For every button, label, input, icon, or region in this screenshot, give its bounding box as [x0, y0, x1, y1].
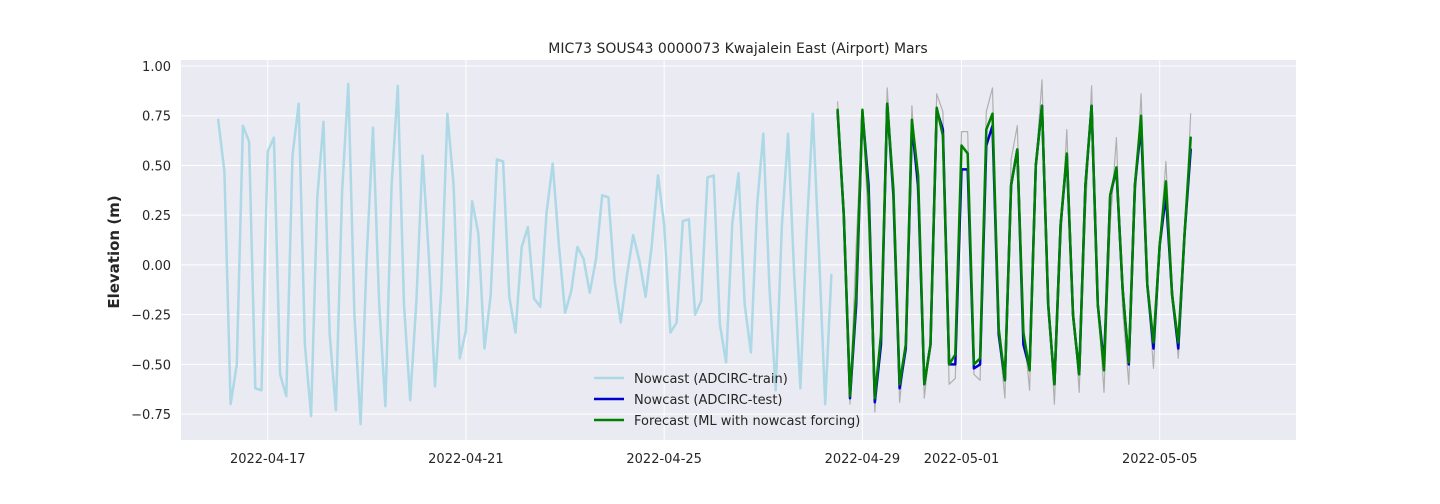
y-tick-label: 0.25 — [142, 209, 171, 224]
x-tick-label: 2022-04-21 — [428, 452, 504, 467]
legend: Nowcast (ADCIRC-train) Nowcast (ADCIRC-te… — [594, 372, 860, 429]
chart-title: MIC73 SOUS43 0000073 Kwajalein East (Air… — [548, 41, 927, 57]
y-tick-label: −0.75 — [131, 408, 171, 423]
grid — [181, 60, 1296, 440]
y-tick-label: 1.00 — [142, 60, 171, 75]
y-tick-label: 0.75 — [142, 110, 171, 125]
x-tick-label: 2022-04-17 — [230, 452, 306, 467]
y-tick-label: −0.25 — [131, 309, 171, 324]
x-tick-label: 2022-04-29 — [825, 452, 901, 467]
y-axis-ticks: 1.00 0.75 0.50 0.25 0.00 −0.25 −0.50 −0.75 — [131, 60, 171, 423]
legend-label: Nowcast (ADCIRC-train) — [634, 372, 788, 387]
x-tick-label: 2022-04-25 — [626, 452, 702, 467]
y-tick-label: −0.50 — [131, 358, 171, 373]
series-line-3 — [836, 102, 1192, 400]
legend-label: Nowcast (ADCIRC-test) — [634, 393, 783, 408]
series-layer — [216, 79, 1192, 426]
y-axis-label: Elevation (m) — [105, 195, 123, 308]
x-axis-ticks: 2022-04-17 2022-04-21 2022-04-25 2022-04-29… — [230, 452, 1198, 467]
x-tick-label: 2022-05-05 — [1122, 452, 1198, 467]
y-tick-label: 0.50 — [142, 159, 171, 174]
x-tick-label: 2022-05-01 — [924, 452, 1000, 467]
legend-label: Forecast (ML with nowcast forcing) — [634, 414, 860, 429]
y-tick-label: 0.00 — [142, 259, 171, 274]
series-line-0 — [216, 82, 833, 426]
